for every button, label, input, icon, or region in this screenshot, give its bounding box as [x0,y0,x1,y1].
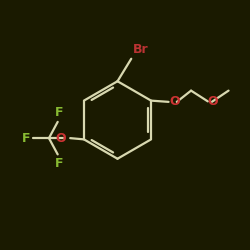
Text: F: F [55,157,63,170]
Text: F: F [55,106,63,120]
Text: Br: Br [132,43,148,56]
Text: O: O [56,132,66,144]
Text: F: F [22,132,30,144]
Text: O: O [207,95,218,108]
Text: O: O [170,95,180,108]
